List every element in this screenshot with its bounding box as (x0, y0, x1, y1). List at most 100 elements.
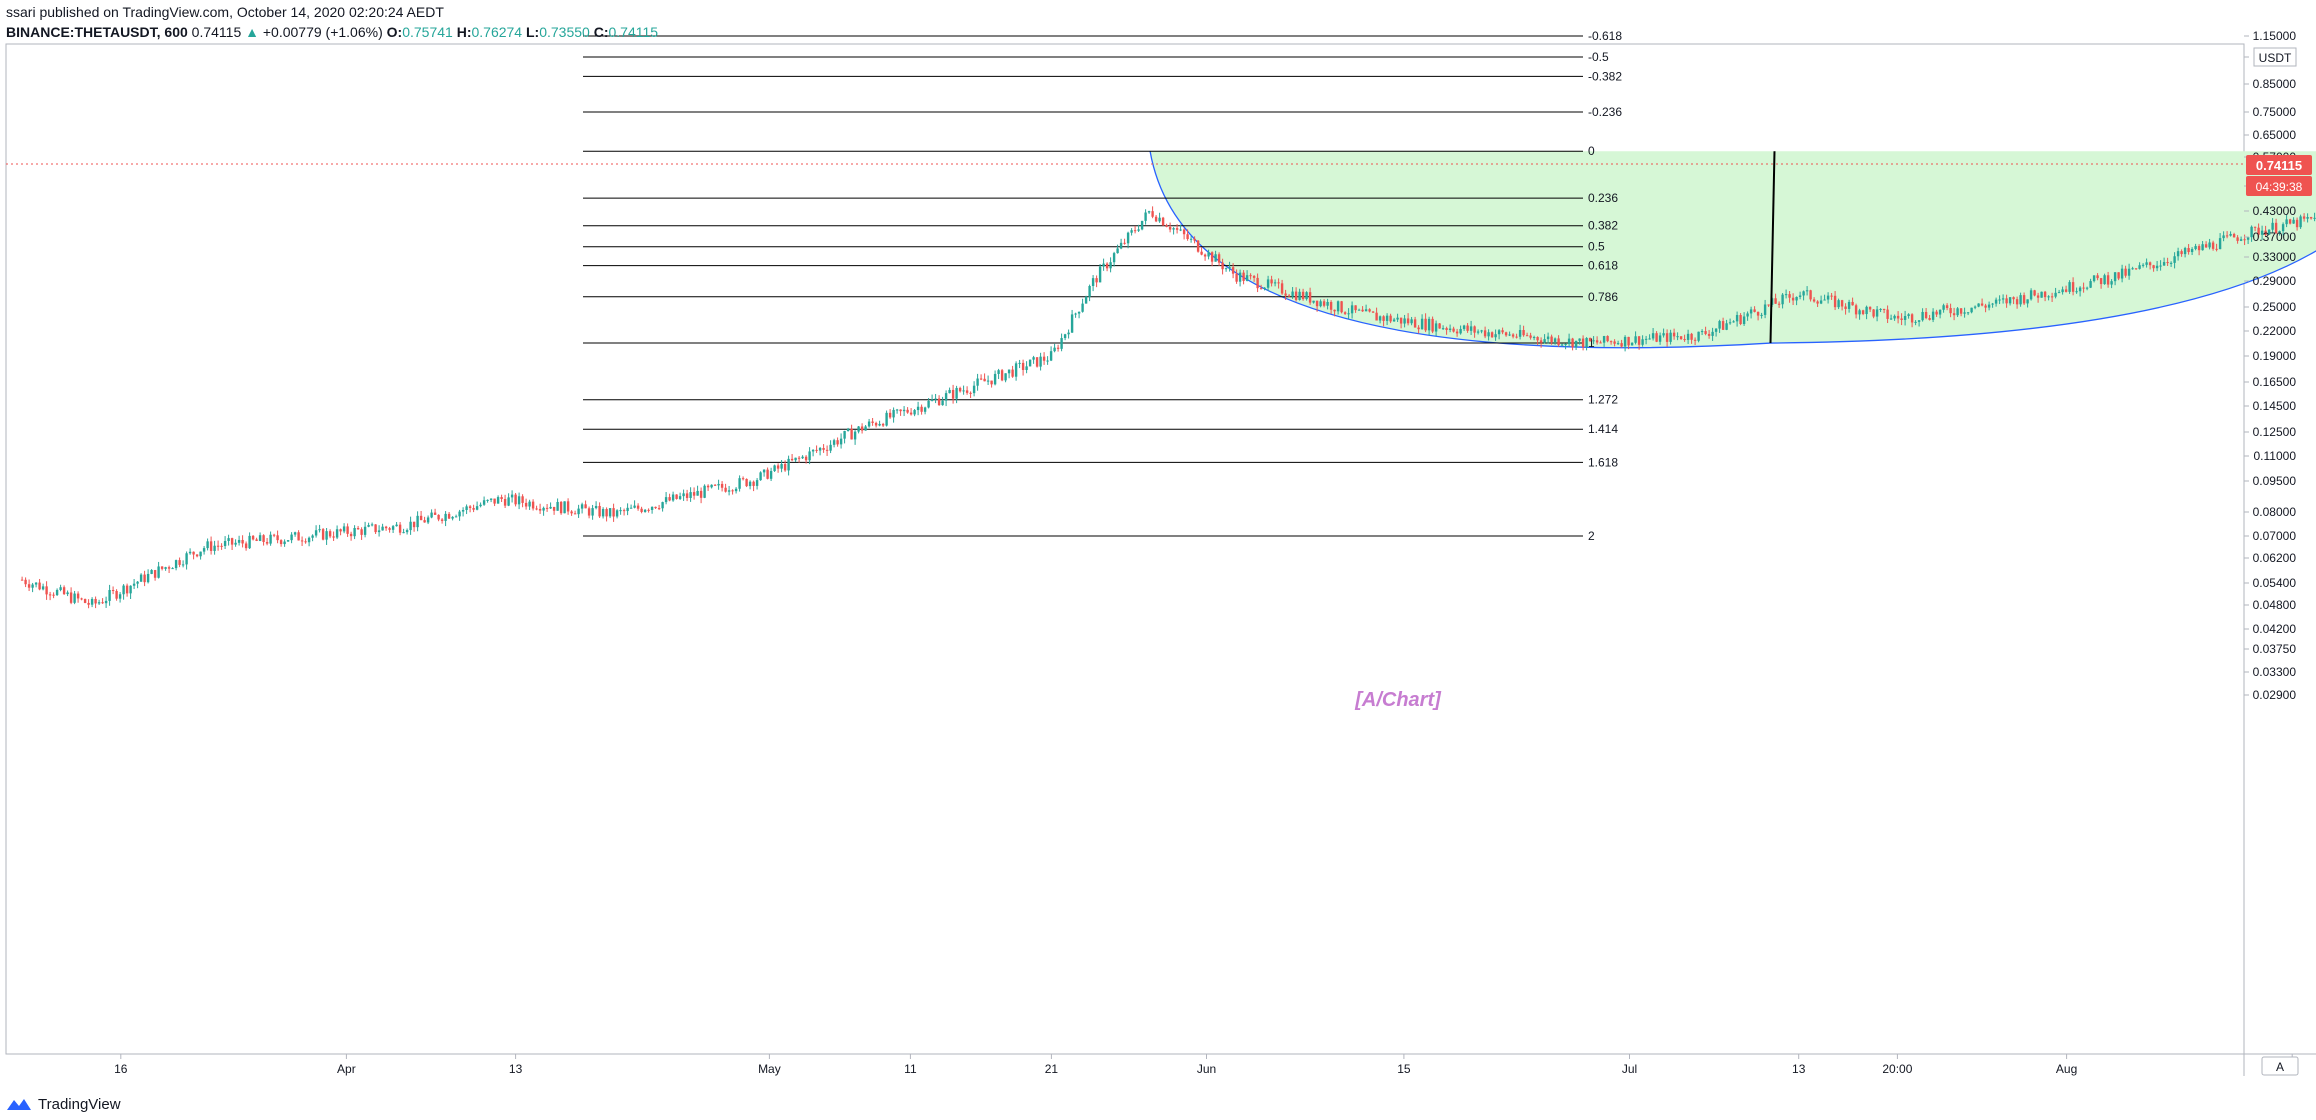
candle-body (1231, 267, 1235, 274)
candle-body (1714, 328, 1718, 332)
candle-body (356, 527, 360, 530)
candle-body (1515, 336, 1518, 338)
candle-body (1021, 362, 1025, 370)
fib-level-label: -0.382 (1588, 69, 1622, 83)
candle-body (689, 492, 692, 498)
candle-body (1665, 333, 1669, 342)
cup-depth-line[interactable] (1769, 151, 1776, 344)
candle-body (1704, 331, 1707, 334)
candle-body (1592, 340, 1595, 342)
candle-body (1102, 263, 1105, 267)
candle-body (675, 494, 678, 499)
candle-body (227, 538, 230, 541)
candle-body (192, 551, 195, 555)
candle-body (451, 516, 454, 519)
fib-level-label: 0.5 (1588, 240, 1605, 254)
candle-body (251, 535, 255, 540)
candle-body (1340, 301, 1343, 313)
candle-body (391, 526, 395, 530)
candle-body (1007, 369, 1011, 374)
candle-body (1189, 238, 1193, 240)
x-tick-label: 13 (509, 1062, 523, 1076)
candle-body (1364, 309, 1368, 312)
candle-body (115, 590, 118, 599)
candle-body (1802, 291, 1805, 296)
candle-body (1200, 251, 1203, 255)
x-tick-label: 16 (114, 1062, 128, 1076)
candle-body (1679, 336, 1683, 340)
candle-body (696, 490, 699, 496)
candle-body (1161, 217, 1165, 226)
candle-body (1634, 336, 1637, 343)
candle-body (1070, 314, 1074, 333)
candle-body (2211, 242, 2215, 249)
candle-body (860, 426, 864, 431)
candle-body (24, 579, 27, 585)
candle-body (1844, 306, 1847, 309)
candle-body (899, 409, 902, 412)
candle-body (1963, 312, 1966, 314)
candle-body (1648, 338, 1651, 340)
candle-body (384, 526, 388, 529)
candle-body (1308, 292, 1312, 303)
tradingview-logo-icon[interactable] (6, 1096, 32, 1112)
candle-body (2299, 216, 2302, 228)
candle-body (1329, 301, 1333, 310)
candle-body (2187, 248, 2190, 253)
auto-scale-button[interactable] (2261, 1056, 2299, 1076)
candle-body (1060, 338, 1063, 349)
candle-body (55, 589, 59, 596)
candle-body (710, 484, 713, 488)
candle-body (332, 536, 335, 538)
candle-body (951, 389, 955, 399)
fib-level-label: -0.618 (1588, 29, 1622, 43)
candle-body (1158, 217, 1161, 222)
candle-body (2078, 287, 2082, 292)
candle-body (1973, 306, 1977, 308)
candle-body (38, 582, 41, 590)
candle-body (2148, 262, 2152, 266)
candle-body (244, 543, 248, 549)
candle-body (556, 501, 559, 511)
candle-body (1354, 305, 1357, 311)
y-tick-label: 0.65000 (2253, 128, 2297, 142)
candle-body (706, 485, 710, 488)
candle-body (1921, 311, 1924, 321)
brand-label[interactable]: TradingView (38, 1095, 121, 1113)
footer[interactable]: TradingView (6, 1092, 121, 1116)
candle-body (1333, 309, 1336, 312)
candle-body (2043, 291, 2047, 298)
candle-body (1595, 340, 1599, 343)
low-label: L: (525, 24, 540, 40)
candle-body (1956, 308, 1959, 316)
candle-body (1847, 301, 1851, 309)
candle-body (1095, 278, 1098, 283)
fib-level-label: 1 (1588, 336, 1595, 350)
candle-body (944, 393, 948, 401)
candle-body (2005, 298, 2008, 304)
currency-badge (2253, 47, 2297, 67)
candle-body (1658, 335, 1662, 342)
candle-body (906, 409, 909, 413)
auto-scale-icon[interactable]: A (2276, 1060, 2284, 1074)
candle-body (496, 497, 500, 504)
symbol-label[interactable]: BINANCE:THETAUSDT, 600 (6, 24, 188, 40)
candle-body (1637, 336, 1641, 345)
candle-body (1872, 309, 1875, 317)
candle-body (1557, 338, 1560, 345)
candle-body (794, 457, 797, 461)
candle-body (1508, 334, 1511, 336)
candle-body (1721, 321, 1725, 330)
candle-body (1392, 319, 1396, 322)
candle-body (52, 594, 55, 596)
candle-body (1312, 300, 1315, 303)
candle-body (528, 501, 531, 507)
candle-body (776, 465, 780, 469)
candle-body (1147, 211, 1151, 213)
y-tick-label: 0.14500 (2253, 399, 2297, 413)
candle-body (2264, 230, 2267, 235)
candle-body (2145, 262, 2148, 265)
candle-body (1074, 313, 1077, 315)
candle-body (2232, 234, 2236, 238)
